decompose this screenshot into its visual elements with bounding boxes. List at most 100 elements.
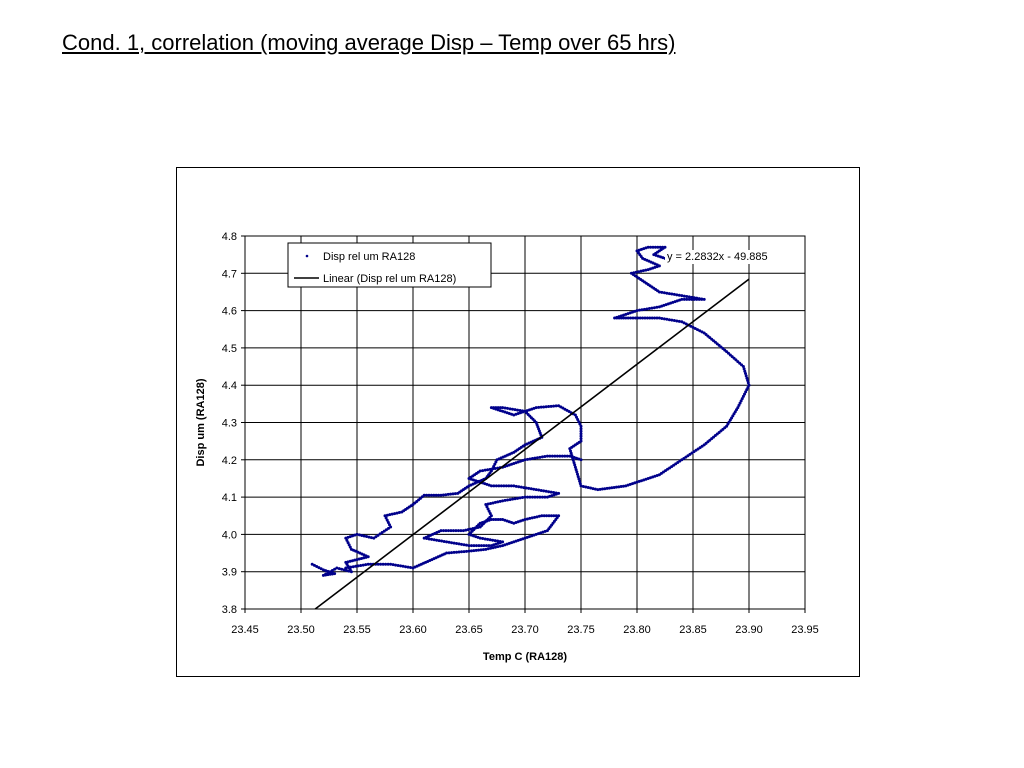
data-point — [636, 316, 640, 320]
data-point — [534, 406, 538, 410]
data-point — [345, 568, 349, 572]
data-point — [685, 297, 689, 301]
data-point — [365, 535, 369, 539]
data-point — [357, 557, 361, 561]
data-point — [478, 469, 482, 473]
data-point — [487, 509, 491, 513]
data-point — [450, 551, 454, 555]
data-point — [369, 536, 373, 540]
data-point — [649, 245, 653, 249]
data-point — [568, 447, 572, 451]
x-tick-label: 23.60 — [399, 624, 427, 636]
data-point — [484, 544, 488, 548]
data-point — [695, 296, 699, 300]
data-point — [446, 492, 450, 496]
data-point — [533, 456, 537, 460]
data-point — [404, 565, 408, 569]
data-point — [484, 503, 488, 507]
data-point — [489, 546, 493, 550]
data-point — [498, 499, 502, 503]
data-point — [459, 529, 463, 533]
data-point — [646, 245, 650, 249]
data-point — [346, 541, 350, 545]
data-point — [629, 316, 633, 320]
data-point — [543, 454, 547, 458]
data-point — [693, 327, 697, 331]
data-point — [746, 385, 750, 389]
data-point — [354, 564, 358, 568]
data-point — [474, 544, 478, 548]
data-point — [385, 513, 389, 517]
data-point — [401, 564, 405, 568]
data-point — [512, 484, 516, 488]
data-point — [637, 270, 641, 274]
data-point — [481, 548, 485, 552]
data-point — [538, 455, 542, 459]
data-point — [335, 566, 339, 570]
data-point — [665, 317, 669, 321]
data-point — [492, 484, 496, 488]
data-point — [345, 538, 349, 542]
data-point — [579, 424, 583, 428]
data-point — [542, 514, 546, 518]
data-point — [581, 484, 585, 488]
data-point — [489, 501, 493, 505]
data-point — [540, 495, 544, 499]
data-point — [507, 484, 511, 488]
legend-label-linear: Linear (Disp rel um RA128) — [323, 273, 456, 285]
data-point — [444, 529, 448, 533]
y-tick-label: 4.1 — [222, 492, 237, 504]
data-point — [333, 567, 337, 571]
data-point — [441, 529, 445, 533]
data-point — [349, 565, 353, 569]
data-point — [440, 539, 444, 543]
x-tick-label: 23.90 — [735, 624, 763, 636]
data-point — [454, 529, 458, 533]
data-point — [518, 496, 522, 500]
data-point — [527, 486, 531, 490]
data-point — [675, 293, 679, 297]
data-point — [662, 291, 666, 295]
data-point — [506, 406, 510, 410]
data-point — [469, 549, 473, 553]
data-point — [682, 297, 686, 301]
data-point — [319, 567, 323, 571]
data-point — [493, 467, 497, 471]
data-point — [535, 515, 539, 519]
data-point — [747, 383, 751, 387]
data-point — [528, 495, 532, 499]
data-point — [456, 529, 460, 533]
data-point — [682, 294, 686, 298]
x-tick-label: 23.85 — [679, 624, 707, 636]
data-point — [472, 544, 476, 548]
data-point — [553, 454, 557, 458]
data-point — [560, 454, 564, 458]
data-point — [529, 487, 533, 491]
data-point — [492, 517, 496, 521]
data-point — [655, 316, 659, 320]
data-point — [355, 558, 359, 562]
data-point — [442, 539, 446, 543]
data-point — [367, 535, 371, 539]
data-point — [645, 316, 649, 320]
data-point — [680, 320, 684, 324]
data-point — [518, 408, 522, 412]
data-point — [698, 329, 702, 333]
data-point — [745, 376, 749, 380]
data-point — [641, 316, 645, 320]
data-point — [660, 290, 664, 294]
data-point — [579, 432, 583, 436]
data-point — [539, 488, 543, 492]
data-point — [614, 485, 618, 489]
data-point — [579, 458, 583, 462]
data-point — [540, 455, 544, 459]
data-point — [651, 245, 655, 249]
data-point — [642, 307, 646, 311]
data-point — [351, 565, 355, 569]
data-point — [593, 487, 597, 491]
data-point — [554, 491, 558, 495]
data-point — [447, 551, 451, 555]
data-point — [486, 507, 490, 511]
data-point — [631, 316, 635, 320]
data-point — [487, 544, 491, 548]
